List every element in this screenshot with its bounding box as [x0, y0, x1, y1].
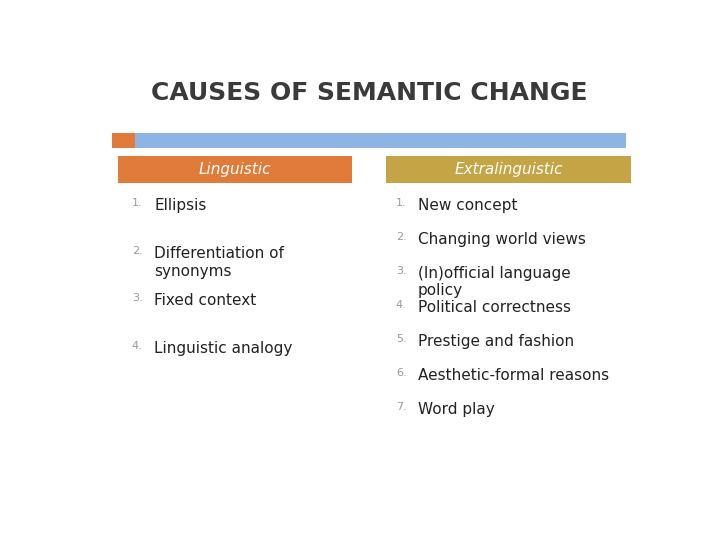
Text: CAUSES OF SEMANTIC CHANGE: CAUSES OF SEMANTIC CHANGE	[150, 82, 588, 105]
Text: Fixed context: Fixed context	[154, 293, 256, 308]
Text: Political correctness: Political correctness	[418, 300, 571, 315]
Text: Aesthetic-formal reasons: Aesthetic-formal reasons	[418, 368, 609, 383]
Text: 4.: 4.	[396, 300, 407, 310]
Text: (In)official language
policy: (In)official language policy	[418, 266, 571, 299]
FancyBboxPatch shape	[386, 156, 631, 183]
Text: Extralinguistic: Extralinguistic	[454, 163, 563, 177]
Text: 6.: 6.	[396, 368, 406, 379]
Text: Prestige and fashion: Prestige and fashion	[418, 334, 575, 349]
Text: 3.: 3.	[396, 266, 406, 276]
Text: New concept: New concept	[418, 198, 518, 213]
Text: 4.: 4.	[132, 341, 143, 352]
Text: 7.: 7.	[396, 402, 407, 413]
FancyBboxPatch shape	[118, 156, 352, 183]
Text: 3.: 3.	[132, 293, 143, 303]
Text: Changing world views: Changing world views	[418, 232, 586, 247]
Text: Ellipsis: Ellipsis	[154, 198, 207, 213]
Text: 2.: 2.	[396, 232, 407, 242]
FancyBboxPatch shape	[112, 133, 135, 148]
Text: Differentiation of
synonyms: Differentiation of synonyms	[154, 246, 284, 279]
FancyBboxPatch shape	[135, 133, 626, 148]
Text: Word play: Word play	[418, 402, 495, 417]
Text: Linguistic: Linguistic	[199, 163, 271, 177]
Text: 1.: 1.	[396, 198, 406, 208]
Text: 5.: 5.	[396, 334, 406, 344]
Text: 1.: 1.	[132, 198, 143, 208]
Text: Linguistic analogy: Linguistic analogy	[154, 341, 292, 356]
Text: 2.: 2.	[132, 246, 143, 255]
